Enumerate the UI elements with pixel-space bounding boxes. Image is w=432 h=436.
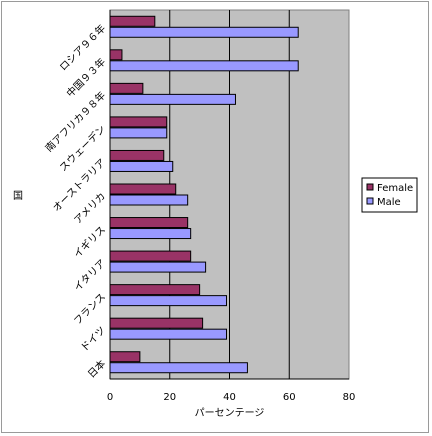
bar-male bbox=[109, 228, 192, 240]
bar-female bbox=[109, 116, 168, 128]
bar-male bbox=[109, 127, 168, 139]
category-label: イギリス bbox=[71, 224, 108, 261]
category-label: ドイツ bbox=[79, 325, 108, 354]
x-tick-labels: 0 20 40 60 80 bbox=[107, 392, 356, 403]
bar-female bbox=[109, 15, 156, 27]
y-axis-title: 国 bbox=[13, 190, 23, 202]
bar-male bbox=[109, 295, 228, 307]
bar-male bbox=[109, 160, 174, 172]
bar-male bbox=[109, 60, 299, 72]
bar-male bbox=[109, 362, 248, 374]
x-tick-label: 0 bbox=[107, 392, 113, 403]
bar-female bbox=[109, 351, 141, 363]
x-tick-label: 60 bbox=[283, 392, 296, 403]
category-label: フランス bbox=[71, 291, 108, 328]
bar-female bbox=[109, 82, 144, 94]
bar-male bbox=[109, 194, 189, 206]
bar-female bbox=[109, 49, 123, 61]
x-tick-label: 20 bbox=[163, 392, 176, 403]
bar-female bbox=[109, 149, 165, 161]
x-tick-label: 80 bbox=[343, 392, 356, 403]
bar-male bbox=[109, 328, 228, 340]
x-axis-title: パーセンテージ bbox=[195, 407, 265, 419]
bar-female bbox=[109, 183, 177, 195]
bar-male bbox=[109, 93, 236, 105]
category-label: イタリア bbox=[72, 257, 108, 293]
bars bbox=[109, 15, 299, 374]
legend-swatch bbox=[366, 197, 374, 205]
category-labels: 日本ドイツフランスイタリアイギリスアメリカオーストラリアスウェーデン南アフリカ９… bbox=[42, 22, 108, 381]
x-tick-label: 40 bbox=[223, 392, 236, 403]
bar-male bbox=[109, 26, 299, 38]
legend: Female Male bbox=[361, 177, 418, 213]
bar-female bbox=[109, 217, 189, 229]
bar-male bbox=[109, 261, 207, 273]
category-label: 南アフリカ９８年 bbox=[42, 89, 108, 155]
legend-swatch bbox=[366, 183, 374, 191]
bar-female bbox=[109, 284, 201, 296]
bar-female bbox=[109, 317, 204, 329]
legend-label: Male bbox=[377, 197, 401, 208]
bar-female bbox=[109, 250, 192, 262]
category-label: 日本 bbox=[85, 357, 108, 380]
legend-label: Female bbox=[377, 183, 413, 194]
